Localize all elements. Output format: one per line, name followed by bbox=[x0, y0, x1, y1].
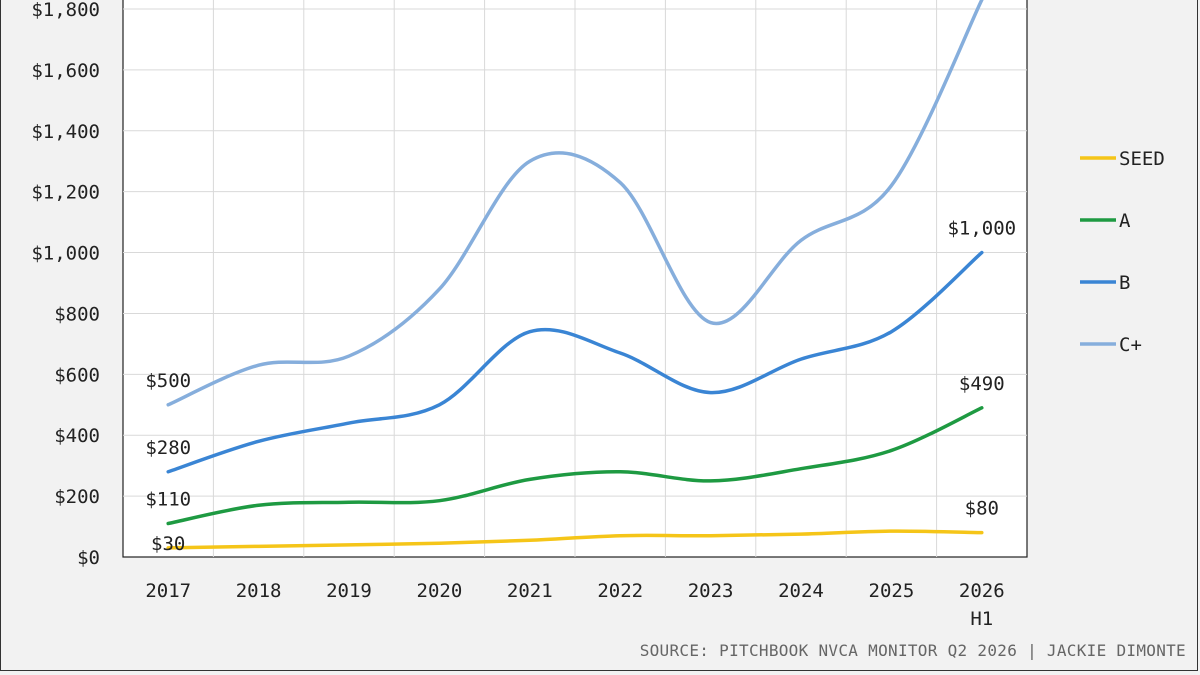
x-tick-label: 2024 bbox=[778, 580, 824, 602]
x-tick-label: 2021 bbox=[507, 580, 553, 602]
series-line-c bbox=[166, 0, 984, 407]
data-label: $280 bbox=[145, 437, 191, 459]
legend-item: B bbox=[1080, 272, 1130, 294]
data-label: $110 bbox=[145, 489, 191, 511]
data-labels: $500 $280 $110 $30 $1,000 $490 $80 bbox=[145, 218, 1016, 555]
series-line-b bbox=[166, 250, 984, 474]
y-tick-label: $1,400 bbox=[31, 121, 100, 143]
x-tick-label: 2020 bbox=[417, 580, 463, 602]
source-note: SOURCE: PITCHBOOK NVCA MONITOR Q2 2026 |… bbox=[639, 641, 1186, 660]
x-tick-label: 2022 bbox=[597, 580, 643, 602]
x-tick-label: 2023 bbox=[688, 580, 734, 602]
grid bbox=[122, 0, 1028, 558]
x-axis-ticks: 2017 2018 2019 2020 2021 2022 2023 2024 2025 2026… bbox=[145, 580, 1004, 630]
y-tick-label: $400 bbox=[54, 425, 100, 447]
legend: SEED A B C+ bbox=[1080, 148, 1165, 356]
legend-label: SEED bbox=[1119, 148, 1165, 170]
series-line-seed bbox=[166, 529, 984, 550]
data-label: $490 bbox=[959, 373, 1005, 395]
series-line-a bbox=[166, 406, 984, 526]
legend-item: A bbox=[1080, 210, 1131, 232]
data-label: $500 bbox=[145, 370, 191, 392]
legend-label: C+ bbox=[1119, 334, 1142, 356]
x-tick-label: 2026 H1 bbox=[959, 580, 1005, 630]
y-tick-label: $0 bbox=[77, 547, 100, 569]
y-axis-ticks: $0 $200 $400 $600 $800 $1,000 $1,200 $1,400 $1,6… bbox=[31, 0, 100, 569]
x-tick-label: 2018 bbox=[236, 580, 282, 602]
legend-label: B bbox=[1119, 272, 1130, 294]
data-label: $80 bbox=[965, 498, 999, 520]
x-tick-label: 2019 bbox=[326, 580, 372, 602]
y-tick-label: $200 bbox=[54, 486, 100, 508]
series-lines bbox=[166, 0, 984, 550]
x-tick-label: 2017 bbox=[145, 580, 191, 602]
data-label: $1,000 bbox=[947, 218, 1016, 240]
y-tick-label: $1,600 bbox=[31, 60, 100, 82]
legend-item: C+ bbox=[1080, 334, 1142, 356]
y-tick-label: $800 bbox=[54, 303, 100, 325]
legend-label: A bbox=[1119, 210, 1131, 232]
legend-item: SEED bbox=[1080, 148, 1165, 170]
y-tick-label: $1,800 bbox=[31, 0, 100, 21]
data-label: $30 bbox=[151, 533, 185, 555]
y-tick-label: $1,200 bbox=[31, 182, 100, 204]
y-tick-label: $600 bbox=[54, 364, 100, 386]
x-tick-label: 2025 bbox=[869, 580, 915, 602]
y-tick-label: $1,000 bbox=[31, 243, 100, 265]
